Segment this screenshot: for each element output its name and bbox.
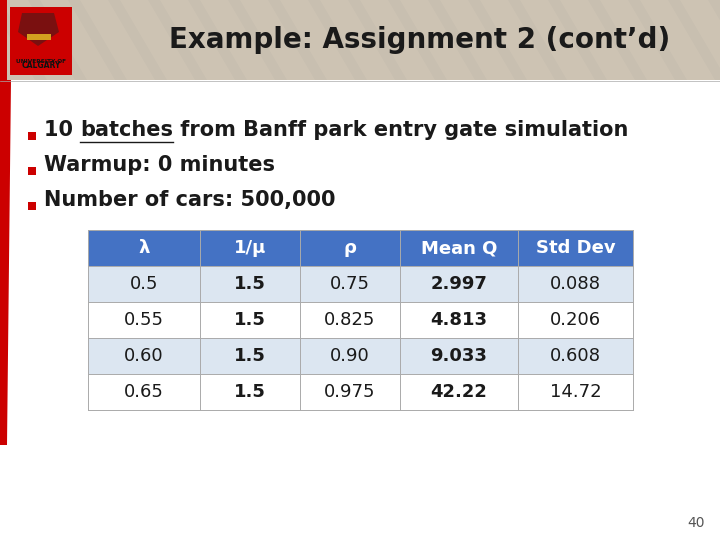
Text: 1.5: 1.5 [234, 311, 266, 329]
Text: λ: λ [138, 239, 150, 257]
Text: Example: Assignment 2 (cont’d): Example: Assignment 2 (cont’d) [169, 26, 670, 54]
Text: 0.975: 0.975 [324, 383, 376, 401]
Text: Std Dev: Std Dev [536, 239, 616, 257]
Text: 0.90: 0.90 [330, 347, 370, 365]
Text: 0.608: 0.608 [550, 347, 601, 365]
Polygon shape [560, 0, 635, 80]
Polygon shape [440, 0, 515, 80]
Bar [88, 302, 633, 338]
Polygon shape [640, 0, 715, 80]
Text: 0.825: 0.825 [324, 311, 376, 329]
Text: 14.72: 14.72 [549, 383, 601, 401]
Text: UNIVERSITY OF: UNIVERSITY OF [16, 59, 66, 64]
Polygon shape [18, 13, 59, 46]
Text: 10: 10 [44, 120, 80, 140]
Polygon shape [280, 0, 355, 80]
Text: 9.033: 9.033 [431, 347, 487, 365]
Text: 0.55: 0.55 [124, 311, 164, 329]
Polygon shape [680, 0, 720, 80]
Text: batches: batches [80, 120, 174, 140]
Text: 0.5: 0.5 [130, 275, 158, 293]
Text: Mean Q: Mean Q [420, 239, 498, 257]
Bar [28, 132, 36, 140]
Polygon shape [600, 0, 675, 80]
Text: 0.206: 0.206 [550, 311, 601, 329]
Polygon shape [200, 0, 275, 80]
Text: 1.5: 1.5 [234, 347, 266, 365]
Polygon shape [80, 0, 155, 80]
Polygon shape [320, 0, 395, 80]
Bar [88, 230, 633, 266]
Text: from Banff park entry gate simulation: from Banff park entry gate simulation [174, 120, 629, 140]
Text: 2.997: 2.997 [431, 275, 487, 293]
Text: ρ: ρ [343, 239, 356, 257]
Text: Warmup: 0 minutes: Warmup: 0 minutes [44, 155, 275, 175]
Bar [0, 0, 7, 80]
Bar [0, 0, 720, 80]
Polygon shape [0, 80, 11, 445]
Text: 40: 40 [688, 516, 705, 530]
Polygon shape [400, 0, 475, 80]
Text: 1.5: 1.5 [234, 383, 266, 401]
Text: 4.813: 4.813 [431, 311, 487, 329]
Polygon shape [0, 0, 35, 80]
Polygon shape [520, 0, 595, 80]
Polygon shape [120, 0, 195, 80]
Bar [88, 266, 633, 302]
Text: 42.22: 42.22 [431, 383, 487, 401]
Bar [27, 34, 51, 40]
Polygon shape [480, 0, 555, 80]
Text: 1/μ: 1/μ [234, 239, 266, 257]
Bar [28, 202, 36, 210]
Text: CALGARY: CALGARY [22, 61, 60, 70]
Text: 0.088: 0.088 [550, 275, 601, 293]
Bar [10, 7, 72, 75]
Bar [28, 167, 36, 175]
Text: 0.75: 0.75 [330, 275, 370, 293]
Polygon shape [240, 0, 315, 80]
Text: 0.60: 0.60 [124, 347, 164, 365]
Bar [88, 338, 633, 374]
Polygon shape [160, 0, 235, 80]
Bar [88, 374, 633, 410]
Text: 0.65: 0.65 [124, 383, 164, 401]
Polygon shape [0, 0, 75, 80]
Text: Number of cars: 500,000: Number of cars: 500,000 [44, 190, 336, 210]
Polygon shape [40, 0, 115, 80]
Polygon shape [360, 0, 435, 80]
Text: 1.5: 1.5 [234, 275, 266, 293]
